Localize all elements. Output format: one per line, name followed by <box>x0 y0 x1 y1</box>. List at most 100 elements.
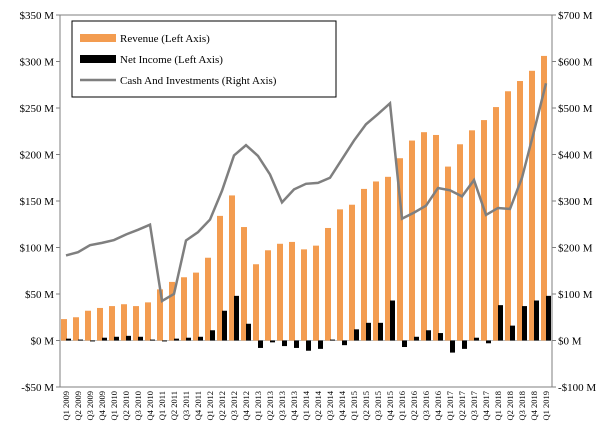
bar <box>361 188 367 341</box>
x-tick-label: Q4 2013 <box>289 391 299 421</box>
bar <box>354 329 359 341</box>
x-tick-label: Q2 2017 <box>457 391 467 421</box>
bar <box>306 340 311 351</box>
x-tick-label: Q2 2013 <box>265 391 275 421</box>
bar <box>510 325 515 341</box>
bar <box>330 339 335 341</box>
bar <box>385 176 391 341</box>
x-tick-label: Q1 2015 <box>349 391 359 421</box>
bar <box>186 337 191 341</box>
y-tick-label: $200 M <box>19 150 54 162</box>
bar <box>505 91 511 341</box>
y-tick-label: $250 M <box>19 103 54 115</box>
x-tick-label: Q3 2013 <box>277 391 287 421</box>
x-tick-label: Q2 2010 <box>121 391 131 421</box>
legend-label: Cash And Investments (Right Axis) <box>120 75 277 87</box>
bar <box>265 250 271 341</box>
x-tick-label: Q3 2014 <box>325 390 335 420</box>
bar <box>85 310 91 341</box>
y2-tick-label: $200 M <box>558 243 593 255</box>
bar <box>198 336 203 341</box>
x-tick-label: Q4 2009 <box>97 391 107 421</box>
x-tick-label: Q1 2009 <box>61 391 71 421</box>
bar <box>277 243 283 341</box>
bar <box>397 158 403 341</box>
bar <box>169 281 175 341</box>
x-tick-label: Q4 2017 <box>481 391 491 421</box>
bar <box>78 339 83 341</box>
bar <box>282 340 287 347</box>
bar <box>109 306 115 341</box>
x-tick-label: Q1 2014 <box>301 390 311 420</box>
bar <box>438 333 443 341</box>
bar <box>234 295 239 341</box>
y-tick-label: $0 M <box>30 336 54 348</box>
bar <box>349 204 355 341</box>
x-tick-label: Q2 2016 <box>409 391 419 421</box>
bar <box>121 304 127 341</box>
x-tick-label: Q1 2017 <box>445 391 455 421</box>
bar <box>253 264 259 341</box>
bar <box>378 322 383 341</box>
x-tick-label: Q4 2014 <box>337 390 347 420</box>
x-tick-label: Q3 2010 <box>133 391 143 421</box>
bar <box>409 140 415 341</box>
bar <box>529 70 535 341</box>
y-tick-label: $100 M <box>19 243 54 255</box>
bar <box>145 302 151 341</box>
bar <box>301 249 307 341</box>
bar <box>61 319 67 341</box>
bar <box>313 245 319 341</box>
bar <box>205 257 211 341</box>
bar <box>318 340 323 349</box>
bar <box>126 335 131 341</box>
x-tick-label: Q2 2009 <box>73 391 83 421</box>
x-tick-label: Q1 2016 <box>397 391 407 421</box>
bar <box>133 306 139 341</box>
x-tick-label: Q2 2014 <box>313 390 323 420</box>
y2-tick-label: $600 M <box>558 57 593 69</box>
legend-label: Revenue (Left Axis) <box>120 33 210 45</box>
bar <box>157 289 163 341</box>
x-tick-label: Q4 2012 <box>241 391 251 421</box>
bar <box>498 305 503 341</box>
x-tick-label: Q3 2017 <box>469 391 479 421</box>
bar <box>474 337 479 341</box>
bar <box>390 300 395 341</box>
bar <box>222 310 227 341</box>
legend-label: Net Income (Left Axis) <box>120 54 223 66</box>
bar <box>534 300 539 341</box>
bar <box>181 277 187 341</box>
x-tick-label: Q4 2011 <box>193 391 203 420</box>
bar <box>450 340 455 353</box>
bar <box>174 338 179 341</box>
bar <box>445 166 451 341</box>
x-tick-label: Q1 2019 <box>541 391 551 421</box>
y2-tick-label: -$100 M <box>558 382 596 394</box>
x-tick-label: Q2 2015 <box>361 391 371 421</box>
x-tick-label: Q3 2018 <box>517 391 527 421</box>
bar <box>229 195 235 341</box>
y2-tick-label: $100 M <box>558 289 593 301</box>
bar <box>337 209 343 341</box>
bar <box>541 55 547 341</box>
bar <box>66 338 71 341</box>
x-tick-label: Q4 2010 <box>145 391 155 421</box>
y-tick-label: $50 M <box>25 289 54 301</box>
x-tick-label: Q2 2012 <box>217 391 227 421</box>
bar <box>517 81 523 341</box>
bar <box>342 340 347 346</box>
x-tick-label: Q4 2016 <box>433 391 443 421</box>
bar <box>90 340 95 342</box>
bar <box>258 340 263 348</box>
legend-swatch <box>80 34 116 42</box>
y2-tick-label: $0 M <box>558 336 582 348</box>
bar <box>469 130 475 341</box>
bar <box>150 339 155 341</box>
bar <box>366 322 371 341</box>
x-tick-label: Q1 2013 <box>253 391 263 421</box>
bar <box>546 295 551 341</box>
x-tick-label: Q1 2012 <box>205 391 215 421</box>
bar <box>289 241 295 341</box>
bar <box>73 317 79 341</box>
